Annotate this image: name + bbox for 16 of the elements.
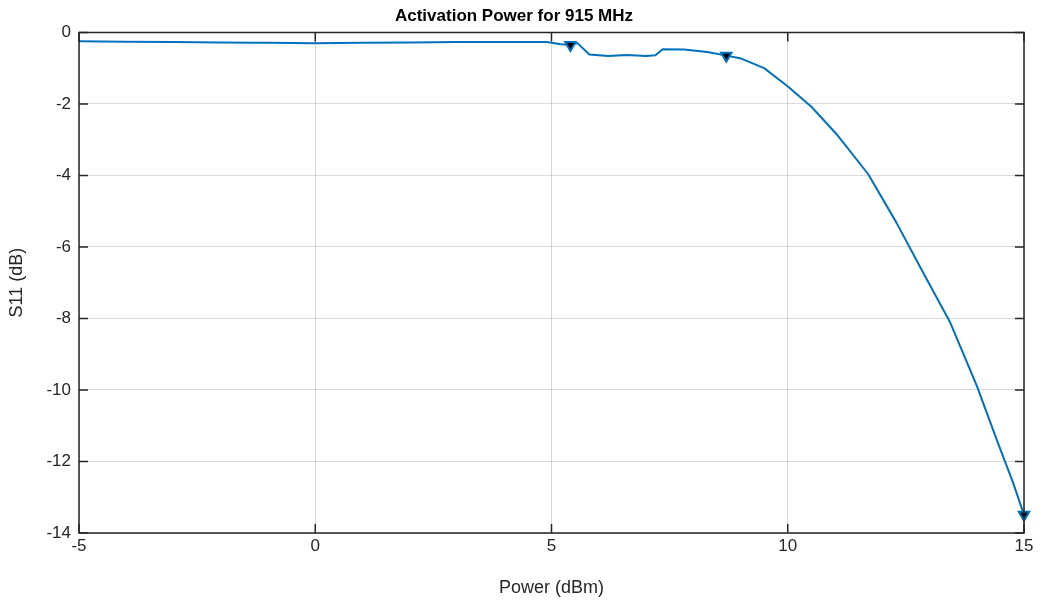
- y-tick-label: -10: [46, 379, 71, 399]
- x-tick-label: 15: [1014, 535, 1034, 555]
- x-axis-title: Power (dBm): [498, 577, 605, 598]
- x-tick-label: 5: [546, 535, 557, 555]
- x-tick-label: 10: [778, 535, 798, 555]
- y-tick-label: 0: [61, 22, 71, 42]
- y-tick-label: -8: [55, 308, 71, 328]
- y-tick-label: -12: [46, 451, 71, 471]
- x-tick-label: 0: [310, 535, 320, 555]
- y-tick-label: -4: [55, 165, 71, 185]
- chart-title: Activation Power for 915 MHz: [394, 5, 634, 25]
- x-tick-label: -5: [71, 535, 87, 555]
- y-axis-title: S11 (dB): [5, 247, 26, 318]
- y-tick-label: -14: [46, 522, 71, 542]
- y-tick-label: -6: [55, 236, 71, 256]
- y-tick-label: -2: [55, 93, 71, 113]
